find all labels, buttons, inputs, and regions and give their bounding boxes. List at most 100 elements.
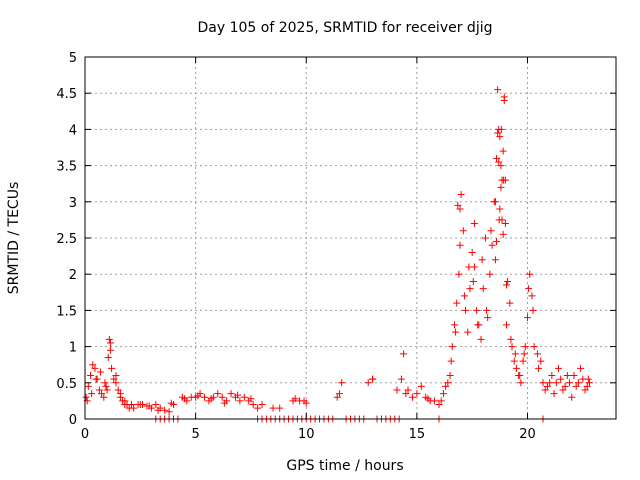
y-tick-label: 2.5 — [56, 232, 77, 247]
data-point — [108, 364, 116, 372]
data-point — [501, 176, 509, 184]
data-point — [447, 357, 455, 365]
data-point — [333, 393, 341, 401]
data-point — [456, 205, 464, 213]
data-point — [526, 270, 534, 278]
data-point — [581, 386, 589, 394]
data-point — [431, 397, 439, 405]
data-point — [584, 375, 592, 383]
data-point — [437, 397, 445, 405]
data-point — [516, 372, 524, 380]
data-point — [563, 372, 571, 380]
data-point — [408, 393, 416, 401]
data-point — [496, 205, 504, 213]
data-point — [552, 379, 560, 387]
data-point — [502, 281, 510, 289]
data-point — [95, 386, 103, 394]
data-point — [100, 393, 108, 401]
data-point — [491, 198, 499, 206]
data-point — [227, 390, 235, 398]
data-point — [457, 191, 465, 199]
data-point — [455, 270, 463, 278]
data-points — [82, 86, 593, 423]
data-point — [494, 129, 502, 137]
x-axis-ticks: 0 5 10 15 20 — [81, 57, 536, 442]
data-point — [559, 386, 567, 394]
data-point — [500, 93, 508, 101]
data-point — [145, 402, 153, 410]
data-point — [478, 256, 486, 264]
data-point — [84, 382, 92, 390]
data-point — [525, 285, 533, 293]
y-axis-label: SRMTID / TECUs — [6, 182, 22, 295]
data-point — [236, 397, 244, 405]
data-point — [460, 292, 468, 300]
data-point — [91, 364, 99, 372]
x-tick-label: 0 — [81, 427, 89, 442]
data-point — [442, 382, 450, 390]
data-point — [533, 350, 541, 358]
data-point — [393, 386, 401, 394]
data-point — [102, 382, 110, 390]
data-point — [462, 306, 470, 314]
data-point — [87, 372, 95, 380]
data-point — [537, 357, 545, 365]
data-point — [452, 328, 460, 336]
data-point — [424, 395, 432, 403]
data-point — [550, 390, 558, 398]
data-point — [103, 386, 111, 394]
data-point — [499, 230, 507, 238]
data-point — [167, 399, 175, 407]
data-point — [435, 401, 443, 409]
y-tick-label: 3 — [69, 196, 77, 211]
data-point — [572, 382, 580, 390]
data-point — [543, 382, 551, 390]
data-point — [494, 86, 502, 94]
data-point — [88, 390, 96, 398]
x-tick-label: 10 — [298, 427, 315, 442]
data-point — [470, 220, 478, 228]
data-point — [498, 216, 506, 224]
data-point — [508, 343, 516, 351]
y-tick-label: 5 — [69, 51, 77, 66]
y-axis-ticks: 0 0.5 1 1.5 2 2.5 3 3.5 4 4.5 5 — [56, 51, 616, 428]
data-point — [444, 379, 452, 387]
data-point — [468, 248, 476, 256]
data-point — [106, 346, 114, 354]
data-point — [89, 361, 97, 369]
data-point — [484, 314, 492, 322]
data-point — [291, 395, 299, 403]
data-point — [529, 306, 537, 314]
data-point — [528, 292, 536, 300]
data-point — [181, 395, 189, 403]
y-tick-label: 1 — [69, 341, 77, 356]
data-point — [106, 339, 114, 347]
data-point — [561, 382, 569, 390]
data-point — [530, 343, 538, 351]
data-point — [276, 404, 284, 412]
data-point — [161, 406, 169, 414]
data-point — [548, 372, 556, 380]
data-point — [577, 364, 585, 372]
data-point — [104, 353, 112, 361]
data-point — [512, 364, 520, 372]
data-point — [497, 183, 505, 191]
data-point — [459, 227, 467, 235]
data-point — [568, 393, 576, 401]
data-point — [92, 375, 100, 383]
data-point — [507, 335, 515, 343]
data-point — [450, 321, 458, 329]
data-point — [448, 343, 456, 351]
data-point — [258, 401, 266, 409]
data-point — [101, 379, 109, 387]
data-point — [506, 299, 514, 307]
data-point — [487, 227, 495, 235]
data-point — [413, 390, 421, 398]
data-point — [481, 234, 489, 242]
data-point — [154, 406, 162, 414]
data-point — [521, 343, 529, 351]
data-point — [417, 382, 425, 390]
data-point — [116, 390, 124, 398]
data-point — [557, 375, 565, 383]
data-point — [488, 241, 496, 249]
